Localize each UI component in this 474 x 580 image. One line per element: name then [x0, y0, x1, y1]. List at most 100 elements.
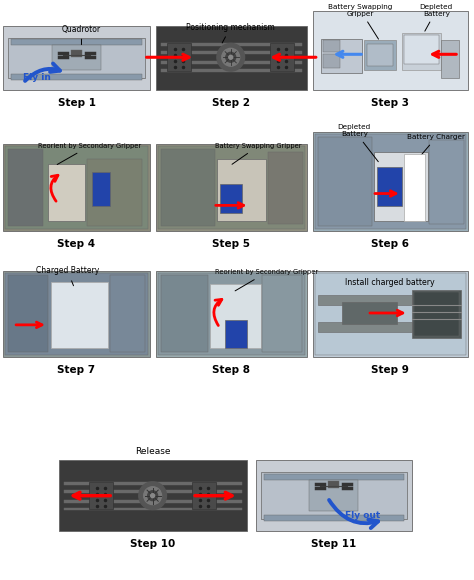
FancyBboxPatch shape — [318, 322, 411, 332]
FancyBboxPatch shape — [315, 273, 466, 356]
Circle shape — [222, 48, 240, 66]
Text: Step 11: Step 11 — [311, 539, 356, 549]
FancyBboxPatch shape — [64, 499, 242, 503]
FancyBboxPatch shape — [217, 159, 266, 221]
FancyBboxPatch shape — [309, 480, 358, 512]
FancyBboxPatch shape — [167, 44, 191, 71]
FancyBboxPatch shape — [71, 50, 82, 57]
Text: Release: Release — [135, 447, 170, 456]
FancyBboxPatch shape — [404, 154, 426, 221]
FancyBboxPatch shape — [225, 320, 246, 347]
FancyBboxPatch shape — [157, 146, 305, 229]
FancyBboxPatch shape — [318, 137, 372, 226]
FancyBboxPatch shape — [161, 69, 302, 72]
FancyBboxPatch shape — [161, 276, 208, 353]
FancyBboxPatch shape — [323, 55, 340, 68]
Text: Charged Battery: Charged Battery — [36, 266, 99, 286]
Text: Battery Charger: Battery Charger — [407, 134, 465, 155]
FancyBboxPatch shape — [313, 11, 468, 90]
Text: Install charged battery: Install charged battery — [345, 278, 435, 288]
FancyBboxPatch shape — [264, 516, 404, 521]
FancyBboxPatch shape — [11, 39, 142, 45]
FancyBboxPatch shape — [261, 472, 407, 519]
Text: Battery Swapping Gripper: Battery Swapping Gripper — [215, 143, 301, 164]
Text: Depleted
Battery: Depleted Battery — [337, 124, 378, 162]
Text: Positioning mechanism: Positioning mechanism — [186, 23, 275, 43]
FancyBboxPatch shape — [155, 270, 307, 357]
Text: Step 5: Step 5 — [212, 239, 250, 249]
Text: Fly in: Fly in — [23, 73, 51, 82]
Text: Step 1: Step 1 — [57, 98, 96, 108]
FancyBboxPatch shape — [11, 74, 142, 80]
FancyBboxPatch shape — [264, 474, 404, 480]
FancyBboxPatch shape — [411, 291, 461, 338]
FancyBboxPatch shape — [92, 172, 110, 206]
FancyBboxPatch shape — [342, 302, 397, 324]
Text: Step 3: Step 3 — [371, 98, 409, 108]
FancyBboxPatch shape — [3, 270, 150, 357]
FancyBboxPatch shape — [210, 284, 261, 347]
FancyBboxPatch shape — [321, 38, 362, 73]
FancyBboxPatch shape — [367, 45, 393, 66]
Circle shape — [139, 482, 166, 509]
FancyBboxPatch shape — [64, 490, 242, 492]
FancyBboxPatch shape — [323, 41, 340, 52]
FancyBboxPatch shape — [268, 152, 303, 224]
FancyBboxPatch shape — [3, 26, 150, 90]
FancyBboxPatch shape — [157, 273, 305, 356]
FancyBboxPatch shape — [374, 152, 428, 221]
FancyBboxPatch shape — [270, 44, 294, 71]
Text: Reorient by Secondary Gripper: Reorient by Secondary Gripper — [215, 270, 318, 291]
FancyBboxPatch shape — [64, 508, 242, 510]
FancyBboxPatch shape — [52, 45, 101, 70]
FancyBboxPatch shape — [9, 149, 43, 226]
Text: Fly out: Fly out — [346, 512, 381, 520]
Circle shape — [229, 55, 233, 59]
FancyBboxPatch shape — [441, 41, 459, 78]
Text: Depleted
Battery: Depleted Battery — [419, 4, 453, 31]
FancyBboxPatch shape — [429, 140, 464, 224]
FancyBboxPatch shape — [59, 460, 246, 531]
FancyBboxPatch shape — [256, 460, 411, 531]
FancyBboxPatch shape — [402, 32, 441, 70]
Circle shape — [217, 44, 245, 71]
FancyBboxPatch shape — [110, 276, 145, 353]
FancyBboxPatch shape — [5, 273, 148, 356]
Text: Step 10: Step 10 — [130, 539, 175, 549]
FancyBboxPatch shape — [9, 38, 145, 78]
Text: Step 4: Step 4 — [57, 239, 96, 249]
FancyBboxPatch shape — [161, 61, 302, 64]
Text: Battery Swapping
Gripper: Battery Swapping Gripper — [328, 4, 392, 39]
FancyBboxPatch shape — [220, 184, 242, 213]
FancyBboxPatch shape — [155, 26, 307, 90]
FancyBboxPatch shape — [48, 164, 85, 221]
FancyBboxPatch shape — [328, 481, 339, 488]
FancyBboxPatch shape — [9, 276, 48, 353]
FancyBboxPatch shape — [364, 41, 396, 70]
FancyBboxPatch shape — [87, 159, 142, 226]
Text: Reorient by Secondary Gripper: Reorient by Secondary Gripper — [38, 143, 141, 165]
FancyBboxPatch shape — [313, 132, 468, 231]
FancyBboxPatch shape — [404, 35, 439, 64]
FancyBboxPatch shape — [313, 270, 468, 357]
Circle shape — [151, 494, 155, 498]
FancyBboxPatch shape — [414, 292, 459, 336]
FancyBboxPatch shape — [318, 295, 411, 305]
FancyBboxPatch shape — [155, 144, 307, 231]
Circle shape — [148, 491, 157, 501]
FancyBboxPatch shape — [3, 144, 150, 231]
FancyBboxPatch shape — [64, 482, 242, 485]
FancyBboxPatch shape — [315, 135, 466, 229]
Text: Step 8: Step 8 — [212, 365, 250, 375]
FancyBboxPatch shape — [161, 44, 302, 46]
Text: Step 7: Step 7 — [57, 365, 96, 375]
Text: Step 6: Step 6 — [371, 239, 409, 249]
FancyBboxPatch shape — [90, 482, 113, 509]
FancyBboxPatch shape — [161, 52, 302, 55]
Circle shape — [144, 487, 162, 505]
FancyBboxPatch shape — [161, 149, 215, 226]
FancyBboxPatch shape — [192, 482, 216, 509]
FancyBboxPatch shape — [377, 167, 402, 206]
FancyBboxPatch shape — [263, 276, 302, 353]
FancyBboxPatch shape — [5, 146, 148, 229]
